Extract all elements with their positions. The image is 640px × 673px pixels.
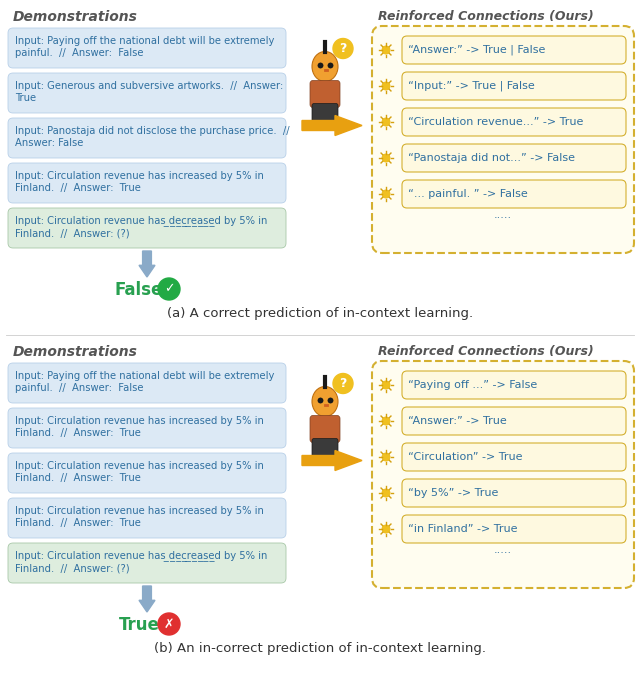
FancyBboxPatch shape [402, 72, 626, 100]
FancyBboxPatch shape [312, 439, 338, 462]
FancyBboxPatch shape [372, 361, 634, 588]
Circle shape [382, 82, 390, 90]
FancyBboxPatch shape [8, 408, 286, 448]
FancyBboxPatch shape [312, 104, 338, 127]
Text: “Paying off ...” -> False: “Paying off ...” -> False [408, 380, 537, 390]
FancyBboxPatch shape [402, 479, 626, 507]
FancyBboxPatch shape [8, 208, 286, 248]
Text: “... painful. ” -> False: “... painful. ” -> False [408, 189, 528, 199]
FancyBboxPatch shape [8, 363, 286, 403]
Text: “Panostaja did not...” -> False: “Panostaja did not...” -> False [408, 153, 575, 163]
Text: True: True [118, 616, 159, 634]
Text: “by 5%” -> True: “by 5%” -> True [408, 488, 499, 498]
FancyBboxPatch shape [8, 28, 286, 68]
Text: Input: Circulation revenue has increased by 5% in
Finland.  //  Answer:  True: Input: Circulation revenue has increased… [15, 461, 264, 483]
Text: .....: ..... [494, 545, 512, 555]
Text: “Input:” -> True | False: “Input:” -> True | False [408, 81, 535, 92]
Polygon shape [302, 450, 362, 470]
Text: Demonstrations: Demonstrations [13, 345, 138, 359]
Text: Input: Circulation revenue has ̲d̲e̲c̲r̲e̲a̲s̲e̲d by 5% in
Finland.  //  Answer:: Input: Circulation revenue has ̲d̲e̲c̲r̲… [15, 215, 268, 239]
FancyBboxPatch shape [8, 73, 286, 113]
Text: Input: Paying off the national debt will be extremely
painful.  //  Answer:  Fal: Input: Paying off the national debt will… [15, 371, 275, 393]
FancyBboxPatch shape [402, 443, 626, 471]
Circle shape [382, 154, 390, 162]
Text: ✓: ✓ [164, 283, 174, 295]
Circle shape [382, 525, 390, 533]
Text: ?: ? [339, 377, 347, 390]
FancyBboxPatch shape [310, 415, 340, 443]
Ellipse shape [312, 386, 338, 417]
FancyBboxPatch shape [372, 26, 634, 253]
Text: .....: ..... [494, 210, 512, 220]
Text: “Answer:” -> True | False: “Answer:” -> True | False [408, 44, 545, 55]
Text: Demonstrations: Demonstrations [13, 10, 138, 24]
FancyBboxPatch shape [8, 163, 286, 203]
Circle shape [382, 417, 390, 425]
Polygon shape [139, 251, 155, 277]
FancyBboxPatch shape [402, 407, 626, 435]
Text: Input: Generous and subversive artworks.  //  Answer:
True: Input: Generous and subversive artworks.… [15, 81, 284, 103]
Text: Reinforced Connections (Ours): Reinforced Connections (Ours) [378, 10, 594, 23]
Text: (a) A correct prediction of in-context learning.: (a) A correct prediction of in-context l… [167, 307, 473, 320]
Circle shape [382, 381, 390, 389]
Text: Reinforced Connections (Ours): Reinforced Connections (Ours) [378, 345, 594, 358]
Text: Input: Panostaja did not disclose the purchase price.  //
Answer: False: Input: Panostaja did not disclose the pu… [15, 126, 290, 148]
Circle shape [382, 46, 390, 54]
FancyBboxPatch shape [310, 81, 340, 108]
Text: Input: Paying off the national debt will be extremely
painful.  //  Answer:  Fal: Input: Paying off the national debt will… [15, 36, 275, 58]
Ellipse shape [312, 52, 338, 81]
Polygon shape [302, 116, 362, 135]
Text: Input: Circulation revenue has increased by 5% in
Finland.  //  Answer:  True: Input: Circulation revenue has increased… [15, 506, 264, 528]
Circle shape [382, 118, 390, 126]
Text: Input: Circulation revenue has increased by 5% in
Finland.  //  Answer:  True: Input: Circulation revenue has increased… [15, 416, 264, 438]
Circle shape [382, 190, 390, 198]
FancyBboxPatch shape [8, 453, 286, 493]
Text: “Circulation revenue...” -> True: “Circulation revenue...” -> True [408, 117, 584, 127]
Circle shape [333, 38, 353, 59]
Text: Input: Circulation revenue has ̲d̲e̲c̲r̲e̲a̲s̲e̲d by 5% in
Finland.  //  Answer:: Input: Circulation revenue has ̲d̲e̲c̲r̲… [15, 551, 268, 573]
Circle shape [382, 489, 390, 497]
Text: ?: ? [339, 42, 347, 55]
FancyBboxPatch shape [402, 36, 626, 64]
Text: False: False [115, 281, 163, 299]
FancyBboxPatch shape [402, 108, 626, 136]
Text: “Answer:” -> True: “Answer:” -> True [408, 416, 507, 426]
Text: (b) An in-correct prediction of in-context learning.: (b) An in-correct prediction of in-conte… [154, 642, 486, 655]
FancyBboxPatch shape [402, 515, 626, 543]
FancyBboxPatch shape [402, 144, 626, 172]
Text: Input: Circulation revenue has increased by 5% in
Finland.  //  Answer:  True: Input: Circulation revenue has increased… [15, 171, 264, 193]
Circle shape [382, 453, 390, 461]
FancyBboxPatch shape [8, 118, 286, 158]
FancyBboxPatch shape [402, 180, 626, 208]
Text: “Circulation” -> True: “Circulation” -> True [408, 452, 522, 462]
Polygon shape [139, 586, 155, 612]
FancyBboxPatch shape [8, 543, 286, 583]
FancyBboxPatch shape [8, 498, 286, 538]
Circle shape [333, 374, 353, 394]
Text: ✗: ✗ [164, 618, 174, 631]
Circle shape [158, 278, 180, 300]
Circle shape [158, 613, 180, 635]
FancyBboxPatch shape [402, 371, 626, 399]
Text: “in Finland” -> True: “in Finland” -> True [408, 524, 518, 534]
